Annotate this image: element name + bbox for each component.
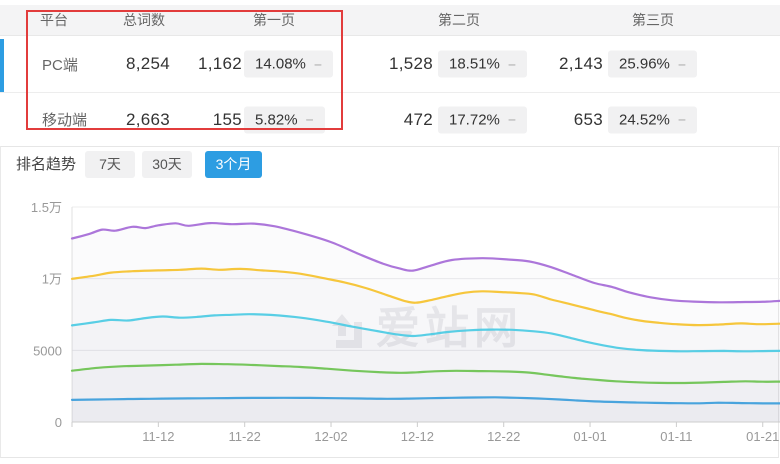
platform-label: 移动端 (42, 112, 88, 129)
table-row-mobile: 移动端 2,663 155 5.82% − 472 17.72% − 653 2… (0, 92, 780, 146)
page2-rate-badge: 18.51% − (438, 50, 528, 78)
rate-value: 24.52% (619, 111, 670, 128)
x-axis-tick-label: 12-12 (401, 429, 434, 444)
minus-trend-icon: − (677, 56, 687, 72)
y-axis-tick-label: 1万 (42, 272, 62, 287)
page1-count: 155 (212, 109, 242, 129)
y-axis-tick-label: 0 (55, 415, 62, 430)
page3-rate-badge: 24.52% − (608, 106, 698, 133)
series-green-line (70, 362, 780, 385)
y-axis-tick-label: 1.5万 (31, 200, 62, 215)
tab-30-days[interactable]: 30天 (142, 151, 192, 178)
page1-count: 1,162 (197, 54, 242, 73)
x-axis-tick-label: 01-11 (660, 429, 692, 444)
x-axis-tick-label: 01-21 (746, 429, 779, 444)
rate-value: 17.72% (449, 111, 500, 128)
page2-count: 1,528 (388, 54, 433, 73)
series-blue-line (70, 396, 780, 405)
table-header: 平台 总词数 第一页 第二页 第三页 (0, 5, 780, 36)
trend-section-label: 排名趋势 (16, 156, 77, 173)
x-axis-tick-label: 12-02 (314, 429, 347, 444)
platform-label: PC端 (42, 56, 78, 74)
minus-trend-icon: − (305, 111, 314, 128)
rate-value: 5.82% (255, 111, 298, 128)
col-page-3: 第三页 (632, 12, 674, 28)
minus-trend-icon: − (507, 111, 517, 128)
rate-value: 18.51% (449, 55, 500, 73)
table-bottom-divider (0, 146, 780, 147)
series-cyan-line (70, 313, 780, 353)
y-axis-tick-label: 5000 (33, 343, 62, 358)
page3-rate-badge: 25.96% − (608, 50, 698, 78)
total-count: 8,254 (125, 54, 170, 73)
page3-count: 653 (573, 109, 603, 129)
minus-trend-icon: − (313, 56, 323, 72)
series-yellow-line (70, 267, 780, 327)
col-total-words: 总词数 (123, 12, 165, 28)
table-row-pc: PC端 8,254 1,162 14.08% − 1,528 18.51% − … (0, 36, 780, 92)
tab-7-days[interactable]: 7天 (85, 151, 135, 178)
x-axis-tick-label: 11-12 (142, 429, 174, 444)
active-row-indicator (0, 39, 4, 92)
page1-rate-badge: 14.08% − (244, 50, 334, 78)
page2-rate-badge: 17.72% − (438, 106, 528, 133)
page1-rate-badge: 5.82% − (244, 106, 325, 133)
col-page-1: 第一页 (253, 12, 295, 28)
tab-3-months[interactable]: 3个月 (205, 151, 262, 178)
trend-chart[interactable]: 0 5000 1万 1.5万 11-12 11-22 12-02 12-12 12-22 01-0… (0, 190, 780, 458)
x-axis-tick-label: 11-22 (229, 429, 261, 444)
rate-value: 25.96% (619, 55, 670, 73)
x-axis-tick-label: 01-01 (573, 429, 606, 444)
total-count: 2,663 (125, 109, 170, 129)
minus-trend-icon: − (677, 111, 687, 128)
col-page-2: 第二页 (438, 12, 480, 28)
page3-count: 2,143 (558, 54, 603, 73)
x-axis-tick-label: 12-22 (487, 429, 520, 444)
minus-trend-icon: − (507, 56, 517, 72)
col-platform: 平台 (40, 12, 68, 28)
rate-value: 14.08% (255, 55, 306, 73)
page2-count: 472 (403, 109, 433, 129)
series-purple-line (70, 221, 780, 304)
